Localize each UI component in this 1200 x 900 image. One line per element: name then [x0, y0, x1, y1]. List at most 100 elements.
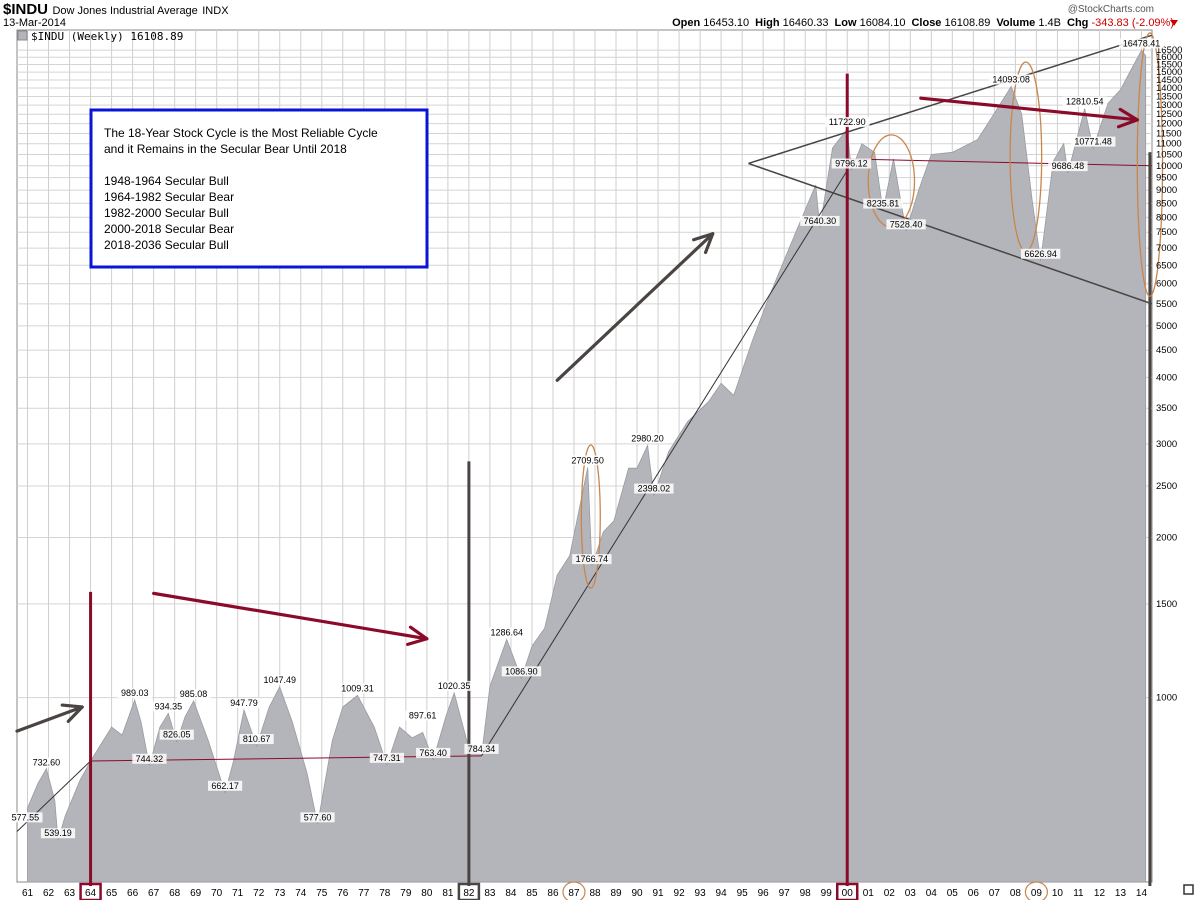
- x-tick-label: 04: [926, 888, 938, 899]
- price-label-bg: [863, 198, 903, 209]
- ohlc-item: Volume 1.4B: [996, 17, 1061, 29]
- y-tick-label: 8000: [1156, 212, 1177, 223]
- ohlc-label: Chg: [1067, 17, 1092, 29]
- y-tick-label: 6000: [1156, 279, 1177, 290]
- x-tick-label: 82: [463, 888, 475, 899]
- price-label-bg: [501, 666, 542, 677]
- y-tick-label: 6500: [1156, 260, 1177, 271]
- ohlc-item: Low 16084.10: [835, 17, 906, 29]
- price-label: 1009.31: [341, 683, 374, 693]
- price-label-bg: [176, 689, 211, 700]
- arrow-shaft: [555, 232, 715, 382]
- price-label: 8235.81: [867, 199, 900, 209]
- trendline: [847, 158, 1153, 167]
- legend-swatch: [17, 30, 28, 41]
- note-line: 1982-2000 Secular Bull: [104, 206, 229, 220]
- x-tick-label: 79: [400, 888, 412, 899]
- price-label: 7640.30: [804, 216, 837, 226]
- price-label: 897.61: [409, 711, 437, 721]
- x-tick-label: 74: [295, 888, 307, 899]
- price-label-bg: [369, 752, 405, 763]
- y-tick-label: 14000: [1156, 83, 1182, 94]
- ohlc-label: High: [755, 17, 783, 29]
- y-tick-label: 12000: [1156, 119, 1182, 130]
- year-box: [79, 882, 102, 900]
- scroll-handle: [1183, 884, 1194, 895]
- x-tick-label: 94: [716, 888, 728, 899]
- x-tick-label: 66: [127, 888, 139, 899]
- ohlc-value: 16084.10: [859, 17, 906, 29]
- price-label-bg: [40, 828, 76, 839]
- arrow-head: [692, 232, 715, 255]
- x-tick-label: 95: [737, 888, 749, 899]
- year-box: [835, 882, 859, 900]
- ohlc-value: -343.83 (-2.09%): [1091, 17, 1174, 29]
- legend-label: $INDU (Weekly) 16108.89: [31, 30, 183, 43]
- exchange-code: INDX: [202, 5, 229, 17]
- x-tick-label: 81: [442, 888, 454, 899]
- note-line: 2000-2018 Secular Bear: [104, 222, 234, 236]
- note-line: 2018-2036 Secular Bull: [104, 238, 229, 252]
- price-label: 2709.50: [571, 455, 604, 465]
- x-tick-label: 80: [421, 888, 433, 899]
- price-label-bg: [405, 710, 440, 721]
- price-label: 577.60: [304, 812, 332, 822]
- y-tick-label: 5000: [1156, 321, 1177, 332]
- price-label: 6626.94: [1024, 249, 1057, 259]
- price-label-bg: [117, 688, 152, 699]
- chg-down-icon: [1170, 20, 1178, 26]
- y-tick-label: 16500: [1156, 45, 1182, 56]
- ohlc-label: Open: [672, 17, 704, 29]
- price-label-bg: [464, 743, 499, 754]
- ohlc-item: Open 16453.10: [672, 17, 749, 29]
- price-label: 662.17: [211, 781, 239, 791]
- trendline: [748, 34, 1153, 165]
- x-tick-label: 73: [274, 888, 286, 899]
- index-name: Dow Jones Industrial Average: [52, 5, 198, 17]
- y-tick-label: 9000: [1156, 185, 1177, 196]
- price-label-bg: [239, 734, 274, 745]
- x-tick-label: 71: [232, 888, 244, 899]
- year-circle: [1024, 881, 1048, 900]
- x-tick-label: 64: [85, 888, 97, 899]
- arrow-head: [60, 703, 84, 724]
- x-tick-label: 93: [695, 888, 707, 899]
- y-tick-label: 9500: [1156, 173, 1177, 184]
- trendline: [481, 170, 848, 757]
- x-tick-label: 62: [43, 888, 55, 899]
- x-tick-label: 11: [1073, 888, 1084, 899]
- price-label: 1766.74: [576, 554, 609, 564]
- x-tick-label: 91: [653, 888, 665, 899]
- note-line: 1948-1964 Secular Bull: [104, 174, 229, 188]
- highlight-ellipse: [580, 444, 601, 589]
- price-label: 14093.08: [992, 75, 1030, 85]
- arrow-head: [406, 625, 429, 646]
- highlight-ellipse: [1136, 32, 1164, 297]
- arrow-head: [1116, 107, 1139, 129]
- price-label-bg: [1020, 248, 1061, 259]
- price-label-bg: [567, 455, 608, 466]
- x-tick-label: 63: [64, 888, 76, 899]
- ohlc-item: Close 16108.89: [911, 17, 990, 29]
- price-label: 784.34: [468, 744, 496, 754]
- y-tick-label: 1500: [1156, 599, 1177, 610]
- price-label: 947.79: [230, 698, 258, 708]
- x-tick-label: 13: [1115, 888, 1127, 899]
- x-tick-label: 78: [379, 888, 391, 899]
- watermark: @StockCharts.com: [1067, 4, 1154, 15]
- price-label: 2398.02: [638, 484, 671, 494]
- x-tick-label: 12: [1094, 888, 1106, 899]
- x-tick-label: 65: [106, 888, 118, 899]
- chart-date: 13-Mar-2014: [3, 17, 66, 29]
- y-tick-label: 4500: [1156, 345, 1177, 356]
- y-tick-label: 3500: [1156, 403, 1177, 414]
- year-box: [457, 882, 481, 900]
- x-tick-label: 61: [22, 888, 34, 899]
- x-tick-label: 96: [758, 888, 770, 899]
- price-label-bg: [226, 697, 262, 708]
- price-label-bg: [337, 683, 378, 694]
- x-tick-label: 08: [1010, 888, 1022, 899]
- x-tick-label: 69: [190, 888, 202, 899]
- price-label: 16478.41: [1123, 38, 1161, 48]
